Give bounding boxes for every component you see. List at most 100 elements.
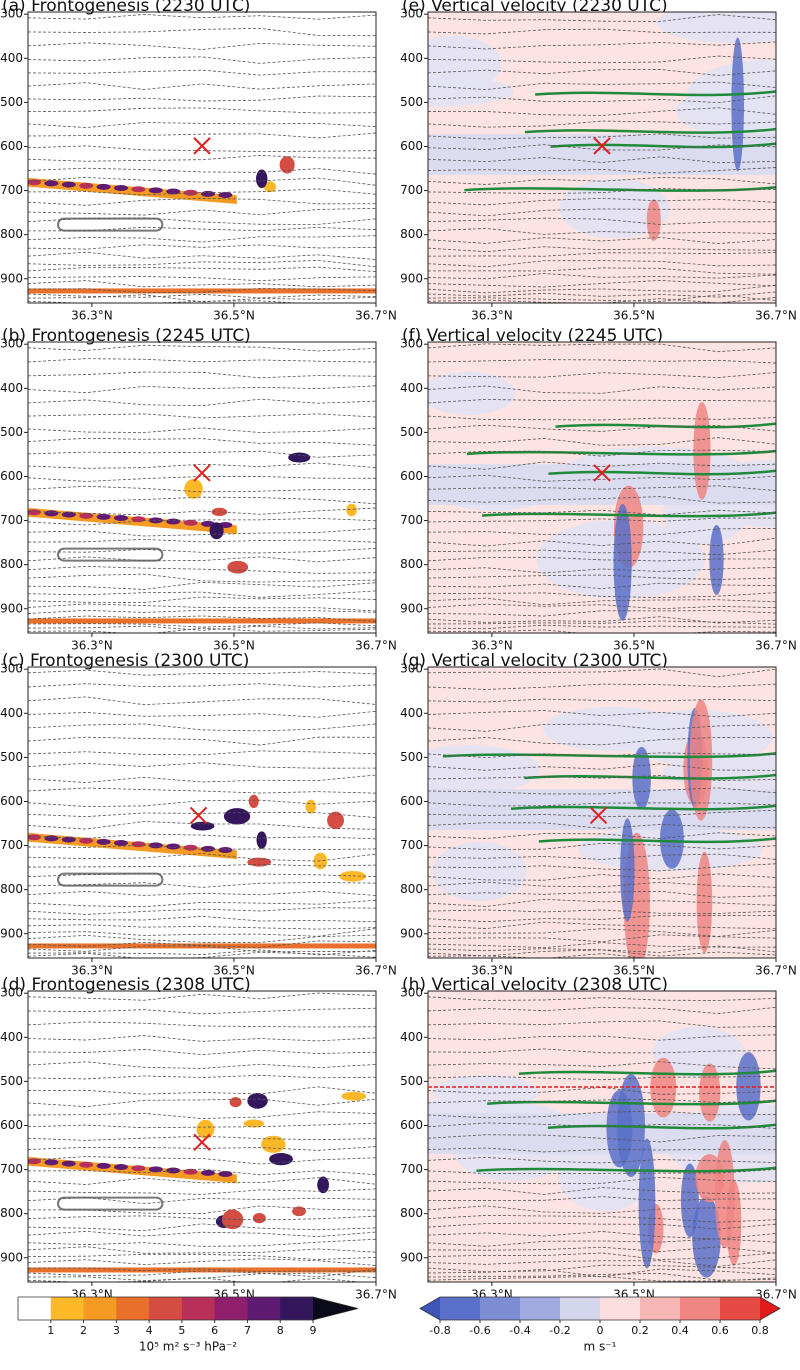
frontogenesis-core [201,1169,215,1176]
theta-contour [428,610,776,617]
axes-frame [27,341,377,634]
y-tick-label: 400 [0,1030,23,1044]
theta-contour [428,415,776,421]
panel-title: (f) Vertical velocity (2245 UTC) [402,326,663,346]
theta-contour [28,344,376,352]
theta-contour [428,280,776,288]
theta-contour [28,197,376,206]
theta-contour [428,461,776,470]
theta-contour [428,802,776,807]
theta-contour [428,603,776,610]
theta-contour [428,1275,776,1282]
theta-contour [28,565,376,574]
theta-contour [28,122,376,128]
y-tick-label: 700 [400,513,423,527]
theta-contour [28,1267,376,1273]
upper-core [269,1153,293,1166]
theta-contour [428,723,776,732]
theta-contour [28,882,376,888]
theta-contour [28,774,376,783]
theta-contour [28,1111,376,1119]
theta-contour [428,1252,776,1261]
green-contour [547,1123,776,1130]
green-contour [538,837,776,844]
plot-area [427,990,777,1283]
descent-band [428,464,776,505]
x-tick-label: 36.7°N [755,639,797,653]
theta-contour [428,294,776,302]
axes-frame [27,990,377,1283]
theta-contour [428,842,776,850]
axes-frame [27,666,377,959]
frontogenesis-core [61,511,76,518]
theta-contour [428,359,776,364]
axes-frame [427,990,777,1283]
theta-contour [28,951,376,958]
upper-core [339,870,367,882]
theta-contour [28,538,376,543]
green-contour [476,1166,776,1173]
descent-band [428,1113,776,1154]
frontogenesis-core [96,513,111,520]
plot-area [27,341,377,634]
theta-contour [28,56,376,64]
theta-contour [28,496,376,505]
x-tick-label: 36.5°N [213,964,255,978]
panel-title: (c) Frontogenesis (2300 UTC) [2,651,249,671]
y-tick-label: 800 [0,557,23,571]
updraft [689,699,713,821]
y-tick-label: 700 [400,1162,423,1176]
plot-area [427,11,777,304]
colorbar-tick-label: -0.4 [509,1324,530,1337]
frontogenesis-core [148,187,163,194]
theta-contour [28,217,376,225]
frontogenesis-core [114,1164,128,1171]
x-tick-label: 36.7°N [755,309,797,323]
theta-contour [428,549,776,556]
descent-patch [432,841,527,902]
frontogenesis-core [131,186,146,193]
theta-contour [28,437,376,446]
gray-contour [57,872,164,887]
theta-contour [428,1264,776,1273]
y-tick-label: 300 [400,662,423,676]
colorbar-band [149,1297,183,1320]
upper-core [305,799,316,814]
frontogenesis-core [96,838,111,845]
theta-contour [28,251,376,260]
theta-contour [28,622,376,628]
y-tick-label: 900 [0,926,23,940]
theta-contour [428,1075,776,1081]
theta-contour [428,509,776,516]
theta-contour [428,1196,776,1202]
theta-contour [428,537,776,547]
theta-contour [428,752,776,759]
theta-contour [428,81,776,90]
colorbar-band [83,1297,117,1320]
theta-contour [428,1086,776,1095]
green-contour [466,449,776,456]
theta-contour [428,449,776,457]
y-tick-label: 400 [0,706,23,720]
theta-contour [428,144,776,151]
theta-contour [28,1268,376,1278]
theta-contour [28,853,376,862]
y-tick-label: 300 [0,662,23,676]
theta-contour [428,1147,776,1153]
y-tick-label: 600 [400,1118,423,1132]
gray-contour [57,547,164,562]
y-tick-label: 700 [400,183,423,197]
theta-contour [428,517,776,523]
theta-contour [428,949,776,957]
y-tick-label: 300 [0,986,23,1000]
theta-contour [28,1230,376,1238]
y-tick-label: 300 [400,986,423,1000]
theta-contour [28,1258,376,1266]
theta-contour [428,775,776,781]
theta-contour [428,1214,776,1223]
descent-patch [675,81,776,141]
y-tick-label: 800 [400,557,423,571]
theta-contour [28,547,376,554]
theta-contour [28,82,376,90]
